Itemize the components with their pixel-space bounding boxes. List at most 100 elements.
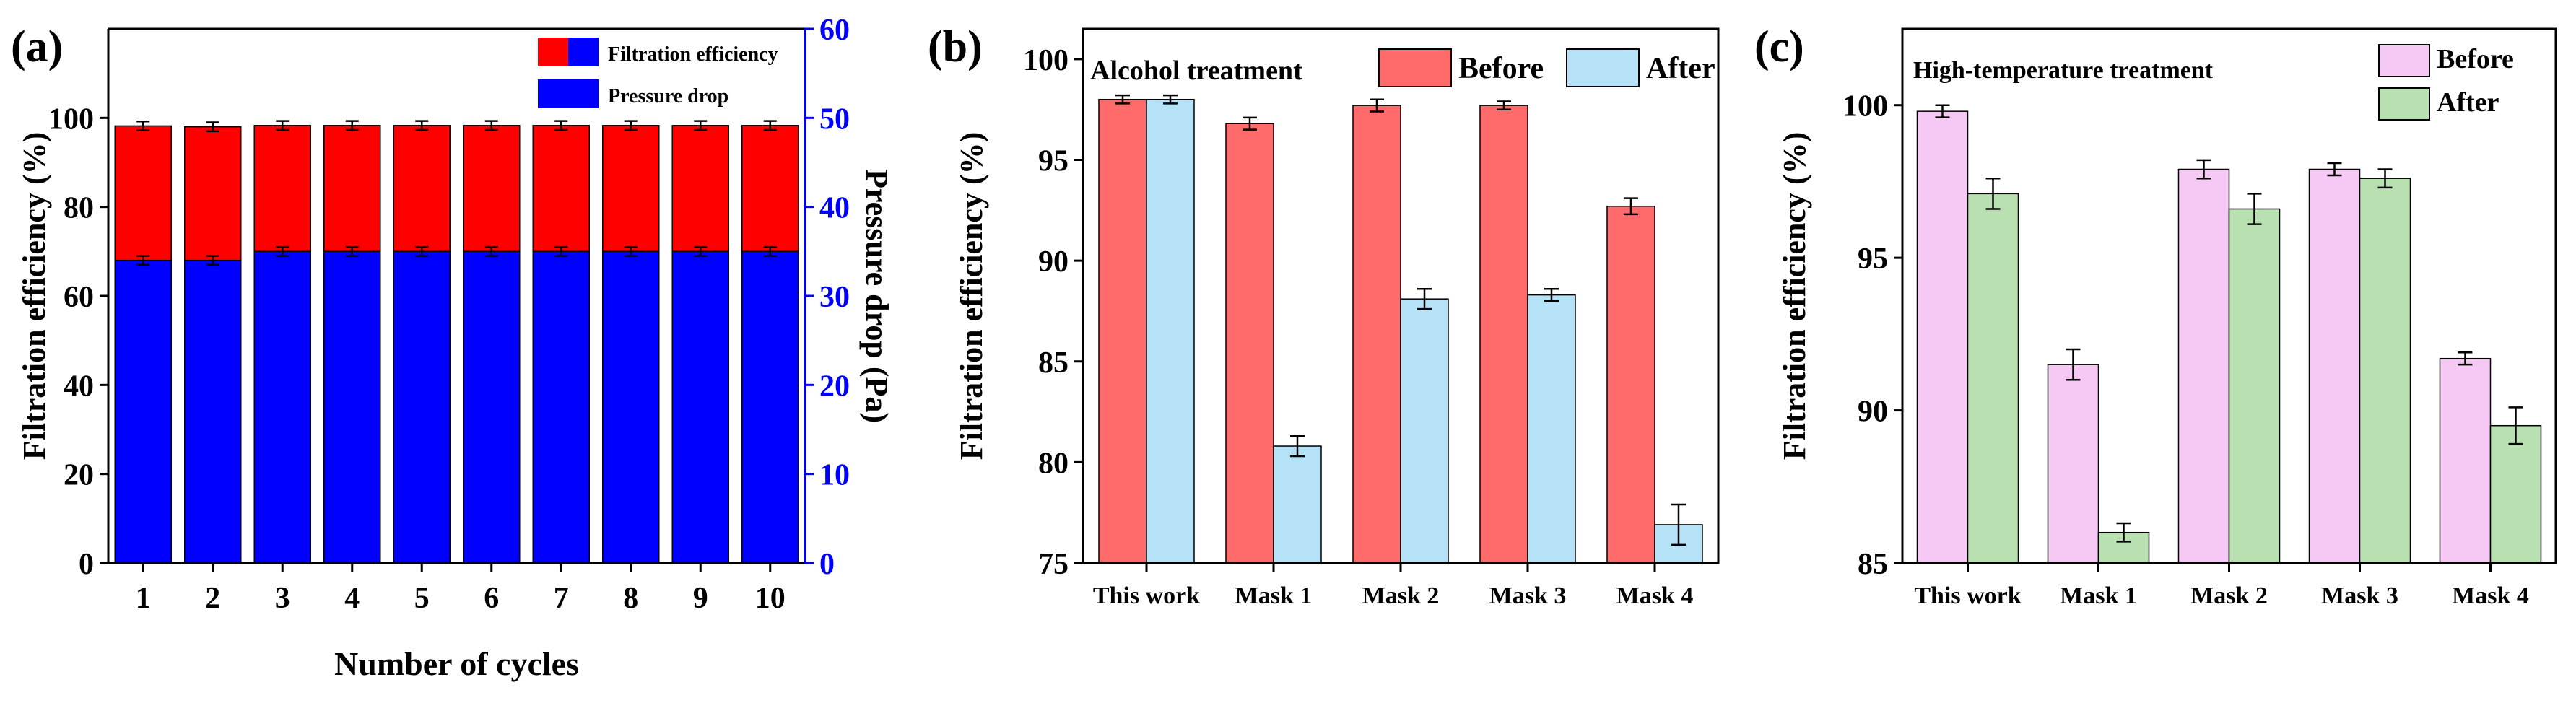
bar-after [2359, 178, 2411, 564]
x-tick-label: Mask 3 [1489, 582, 1567, 609]
y2-tick-label: 10 [819, 459, 850, 492]
bar-before [1606, 205, 1655, 564]
bar-pressure-drop [253, 250, 311, 564]
y-tick-label: 80 [64, 192, 94, 225]
panel-label: (b) [928, 22, 983, 71]
y-tick-label: 40 [64, 370, 94, 403]
y2-tick-label: 30 [819, 281, 850, 314]
panel-label-a: (a) [11, 22, 63, 71]
y-tick-label: 85 [1038, 346, 1069, 380]
bar-before [1098, 98, 1147, 564]
bar-before [1225, 123, 1274, 564]
bar-before [2439, 357, 2492, 564]
x-tick-label: Mask 2 [2190, 582, 2268, 609]
y-tick-label: 20 [64, 459, 94, 492]
y-tick-label: 95 [1858, 243, 1888, 276]
x-tick-label: 10 [755, 582, 786, 615]
x-tick-label: Mask 3 [2321, 582, 2398, 609]
y-tick-label: 100 [1023, 44, 1069, 77]
bar-after [1400, 298, 1449, 564]
legend-label-after: After [1646, 52, 1715, 85]
bar-pressure-drop [671, 250, 729, 564]
y-axis-label: Filtration efficiency (%) [17, 132, 52, 460]
y-tick-label: 60 [64, 281, 94, 314]
x-tick-label: 7 [554, 582, 569, 615]
y-tick-label: 90 [1858, 396, 1888, 429]
x-tick-label: 4 [344, 582, 360, 615]
y-tick-label: 85 [1858, 548, 1888, 581]
x-tick-label: Mask 1 [2060, 582, 2137, 609]
bar-before [2177, 168, 2230, 564]
x-tick-label: 9 [693, 582, 708, 615]
bar-after [2228, 208, 2281, 564]
panel-b: (b) This work Mask 1 Mask 2 Mask 3 Mask 4 75 80… [928, 22, 1720, 609]
legend-label-before: Before [2437, 44, 2514, 74]
x-tick-label: Mask 2 [1362, 582, 1440, 609]
y-tick-label: 80 [1038, 447, 1069, 480]
legend-swatch-filtration-efficiency-red [538, 38, 568, 66]
bar-pressure-drop [184, 259, 242, 564]
panel-label: (c) [1754, 22, 1804, 71]
y2-tick-label: 0 [819, 548, 835, 581]
x-tick-label: Mask 4 [2452, 582, 2529, 609]
x-tick-label: 1 [136, 582, 151, 615]
legend-swatch-pressure-drop [538, 79, 599, 108]
y-tick-label: 75 [1038, 548, 1069, 581]
bar-before [2047, 364, 2099, 564]
legend-label-filtration-efficiency: Filtration efficiency [608, 43, 778, 66]
bar-pressure-drop [741, 250, 799, 564]
bar-pressure-drop [463, 250, 521, 564]
y-tick-label: 100 [48, 102, 94, 136]
y2-tick-label: 40 [819, 192, 850, 225]
x-tick-label: Mask 1 [1235, 582, 1313, 609]
bar-before [1916, 110, 1969, 564]
x-tick-label: 3 [275, 582, 290, 615]
y2-tick-label: 50 [819, 102, 850, 136]
y-tick-label: 95 [1038, 145, 1069, 178]
chart-title: High-temperature treatment [1913, 57, 2214, 84]
legend-swatch-before [2378, 44, 2430, 77]
bar-after [1527, 294, 1576, 564]
legend-swatch-before [1378, 48, 1452, 87]
bar-after [1273, 445, 1322, 564]
legend-swatch-after [1566, 48, 1640, 87]
bar-pressure-drop [532, 250, 590, 564]
legend-label-before: Before [1458, 52, 1544, 85]
y-axis-label: Filtration efficiency (%) [954, 132, 989, 460]
bar-pressure-drop [114, 259, 172, 564]
y-tick-label: 90 [1038, 245, 1069, 279]
plot-frame [1901, 27, 2557, 564]
x-axis-label: Number of cycles [334, 645, 579, 682]
x-tick-label: 6 [484, 582, 499, 615]
y2-tick-label: 20 [819, 370, 850, 403]
bar-pressure-drop [393, 250, 451, 564]
bar-before [1479, 105, 1528, 564]
x-tick-label: This work [1093, 582, 1200, 609]
chart-title: Alcohol treatment [1090, 56, 1302, 86]
legend-swatch-after [2378, 87, 2430, 121]
legend-swatch-filtration-efficiency-blue [568, 38, 599, 66]
panel-c: (c) This work Mask 1 Mask 2 Mask 3 Mask 4 85 90… [1754, 22, 2557, 609]
x-tick-label: 5 [414, 582, 430, 615]
x-tick-label: Mask 4 [1616, 582, 1694, 609]
bar-pressure-drop [602, 250, 660, 564]
x-tick-label: This work [1914, 582, 2021, 609]
bar-before [2308, 168, 2361, 564]
x-tick-label: 2 [205, 582, 220, 615]
y2-tick-label: 60 [819, 14, 850, 47]
x-tick-label: 8 [623, 582, 638, 615]
bar-after [2489, 424, 2542, 564]
legend-label-after: After [2437, 87, 2499, 118]
bar-before [1352, 105, 1401, 564]
bar-pressure-drop [323, 250, 381, 564]
plot-frame [1082, 27, 1720, 564]
y2-axis-label: Pressure drop (Pa) [859, 169, 895, 423]
bar-after [1146, 98, 1195, 564]
y-tick-label: 100 [1842, 90, 1888, 123]
legend-label-pressure-drop: Pressure drop [608, 85, 728, 108]
y-tick-label: 0 [79, 548, 94, 581]
y-axis-label: Filtration efficiency (%) [1777, 132, 1812, 460]
panel-a: (a)1 2 3 4 5 6 7 8 9 100204060801000102030405060F… [11, 14, 895, 682]
bar-after [1967, 193, 2019, 564]
